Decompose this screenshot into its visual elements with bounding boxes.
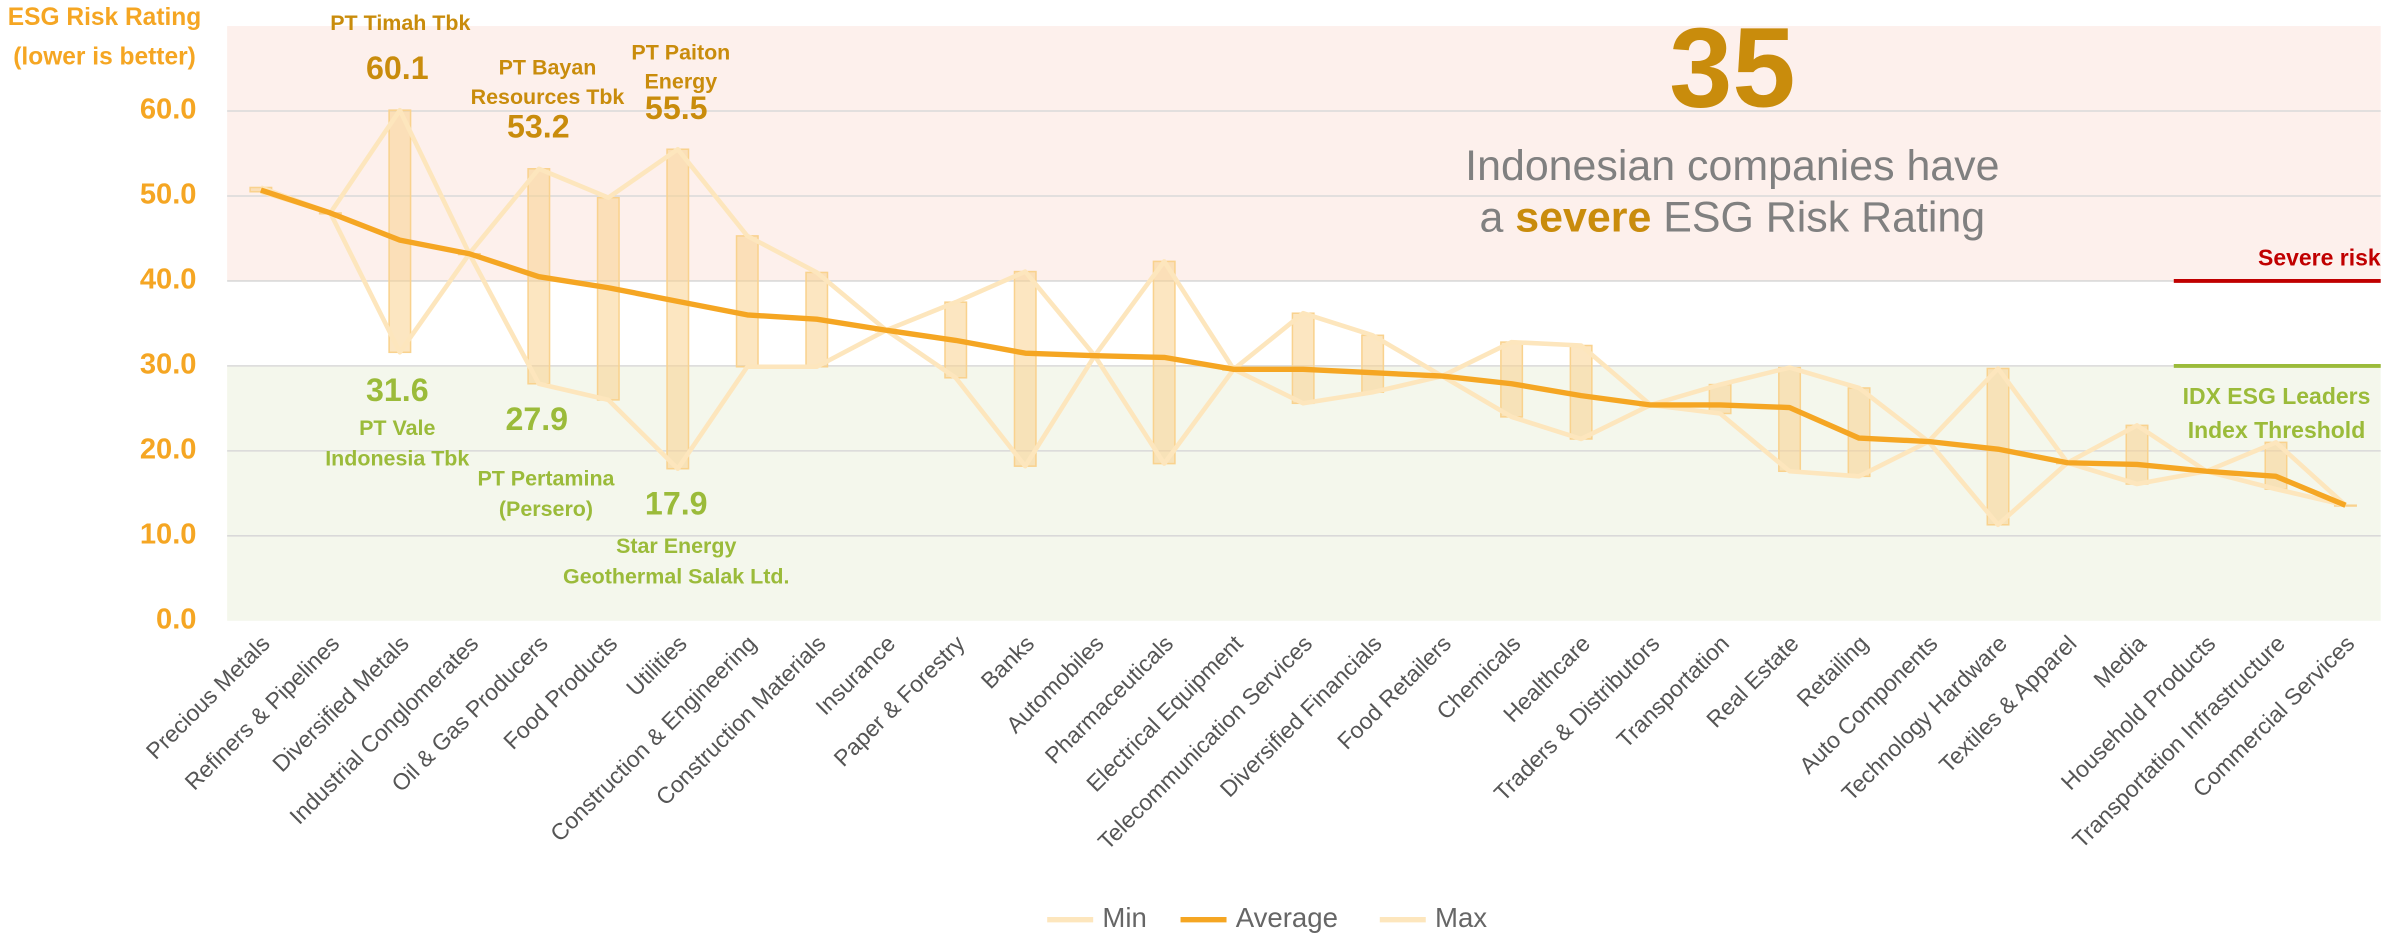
legend-label: Max	[1435, 902, 1487, 933]
legend-label: Min	[1102, 902, 1146, 933]
annotation-name: PT Timah Tbk	[330, 11, 470, 35]
x-tick-label: Banks	[976, 630, 1040, 694]
y-tick-label: 40.0	[140, 264, 197, 296]
annotation-value: 31.6	[366, 372, 429, 408]
x-tick-label: Media	[2088, 630, 2151, 693]
annotation-name: (Persero)	[499, 497, 593, 521]
range-bar	[666, 148, 690, 470]
callout-line: Indonesian companies have	[1465, 142, 1999, 190]
threshold-label: IDX ESG Leaders	[2183, 383, 2371, 409]
annotation-name: Geothermal Salak Ltd.	[563, 565, 789, 589]
callout-number: 35	[1669, 5, 1795, 132]
annotation-value: 53.2	[507, 108, 570, 144]
annotation-name: PT Bayan	[499, 56, 597, 80]
y-tick-label: 20.0	[140, 434, 197, 466]
range-bar	[2125, 424, 2149, 485]
legend-label: Average	[1236, 902, 1338, 933]
range-bar	[1013, 270, 1037, 467]
range-bar	[1361, 334, 1385, 394]
range-bar	[1291, 312, 1315, 405]
min-line	[260, 189, 2346, 528]
annotation-name: PT Vale	[359, 416, 435, 440]
annotation-value: 55.5	[645, 90, 708, 126]
x-tick-label: Precious Metals	[141, 630, 275, 764]
range-bar	[735, 235, 759, 368]
x-tick-label: Paper & Forestry	[828, 630, 970, 772]
average-line	[260, 187, 2347, 508]
range-bar	[596, 196, 620, 401]
annotation-name: PT Pertamina	[477, 466, 615, 490]
threshold-label: Severe risk	[2258, 245, 2381, 271]
x-tick-label: Pharmaceuticals	[1040, 630, 1179, 769]
y-tick-label: 60.0	[140, 94, 197, 126]
range-bar	[1778, 366, 1802, 473]
max-line	[260, 107, 2348, 507]
annotation-value: 60.1	[366, 50, 429, 86]
severe-band	[227, 26, 2381, 281]
callout-part: severe	[1515, 194, 1651, 242]
callout-part: ESG Risk Rating	[1651, 194, 1985, 242]
annotation-name: Indonesia Tbk	[325, 447, 469, 471]
range-bar	[1500, 341, 1524, 418]
y-axis-title: ESG Risk Rating	[8, 4, 201, 31]
range-bar	[388, 109, 412, 354]
leaders-band	[227, 365, 2381, 621]
annotation-name: Star Energy	[616, 534, 736, 558]
threshold-label: Index Threshold	[2188, 417, 2366, 443]
y-tick-label: 50.0	[140, 179, 197, 211]
bands	[227, 26, 2381, 621]
annotation-value: 27.9	[505, 401, 568, 437]
y-tick-label: 30.0	[140, 349, 197, 381]
annotation-name: PT Paiton	[631, 40, 730, 64]
y-axis-title: (lower is better)	[13, 44, 196, 71]
callout-line: a severe ESG Risk Rating	[1480, 194, 1986, 242]
annotation-value: 17.9	[645, 485, 708, 521]
annotation-name: Resources Tbk	[471, 85, 625, 109]
y-tick-label: 0.0	[156, 603, 196, 635]
annotation-name: Energy	[645, 69, 718, 93]
y-tick-label: 10.0	[140, 519, 197, 551]
range-bar	[1152, 260, 1176, 465]
callout-part: a	[1480, 194, 1516, 242]
